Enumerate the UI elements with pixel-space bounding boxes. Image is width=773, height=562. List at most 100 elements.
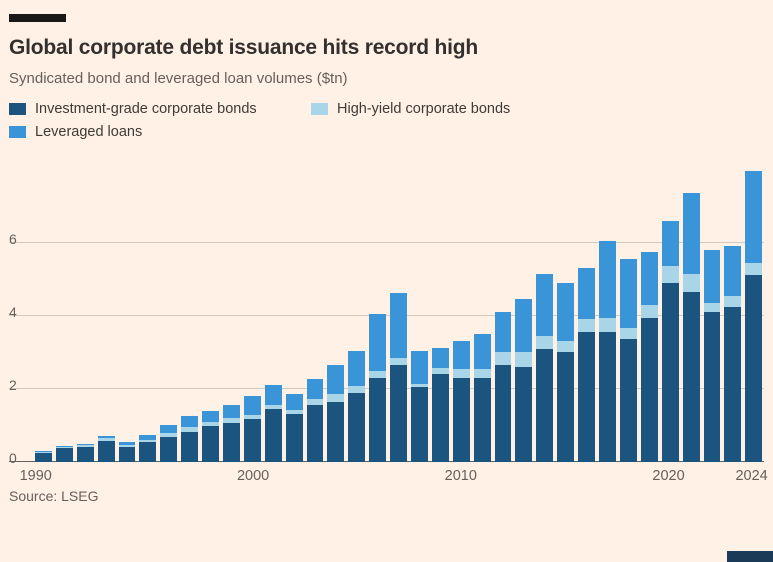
bar-segment xyxy=(745,262,763,276)
bar-segment xyxy=(181,427,199,432)
bar-segment xyxy=(285,393,303,411)
gridline-2 xyxy=(9,387,764,389)
legend-label: Investment-grade corporate bonds xyxy=(35,101,257,117)
bar-segment xyxy=(515,299,533,353)
bar-2008 xyxy=(411,162,428,462)
legend-item-2: Leveraged loans xyxy=(9,124,311,140)
bar-segment xyxy=(202,421,220,427)
bar-1994 xyxy=(118,162,136,462)
bar-segment xyxy=(494,352,512,366)
bar-1991 xyxy=(55,162,73,462)
bar-2005 xyxy=(348,162,366,462)
bar-2006 xyxy=(369,162,387,462)
bar-2007 xyxy=(390,162,408,462)
legend-item-1: High-yield corporate bonds xyxy=(311,101,764,117)
bar-segment xyxy=(494,312,512,353)
bar-1999 xyxy=(223,162,240,462)
legend: Investment-grade corporate bonds High-yie… xyxy=(9,101,764,140)
bar-2022 xyxy=(703,162,721,462)
bar-segment xyxy=(306,405,324,462)
bar-segment xyxy=(160,425,178,434)
chart-card: Global corporate debt issuance hits reco… xyxy=(9,14,768,504)
bar-segment xyxy=(640,251,658,305)
bar-segment xyxy=(452,368,470,378)
bar-segment xyxy=(390,365,408,462)
bar-segment xyxy=(118,444,136,447)
bar-segment xyxy=(452,341,470,369)
bar-segment xyxy=(682,291,700,462)
bar-segment xyxy=(682,193,700,274)
bar-segment xyxy=(431,374,449,462)
bar-segment xyxy=(285,413,303,462)
bar-segment xyxy=(557,282,575,342)
gridline-4 xyxy=(9,314,764,316)
bar-2010 xyxy=(452,162,470,462)
bar-2013 xyxy=(515,162,533,462)
bar-1998 xyxy=(202,162,220,462)
bar-segment xyxy=(139,434,157,440)
bar-2017 xyxy=(599,162,616,462)
bar-segment xyxy=(745,275,763,462)
bar-segment xyxy=(536,273,554,336)
legend-label: High-yield corporate bonds xyxy=(337,101,511,117)
bar-segment xyxy=(431,367,449,375)
bar-segment xyxy=(369,377,387,462)
bar-segment xyxy=(703,249,721,303)
bar-segment xyxy=(181,416,199,428)
bar-2020 xyxy=(661,162,679,462)
bar-2000 xyxy=(243,162,261,462)
legend-item-0: Investment-grade corporate bonds xyxy=(9,101,311,117)
bar-2014 xyxy=(536,162,554,462)
bar-segment xyxy=(557,341,575,353)
bar-segment xyxy=(473,333,491,369)
bar-segment xyxy=(682,273,700,292)
bar-2011 xyxy=(473,162,491,462)
bar-segment xyxy=(35,451,52,452)
chart-subtitle: Syndicated bond and leveraged loan volum… xyxy=(9,70,348,87)
bar-segment xyxy=(661,220,679,267)
legend-swatch-icon xyxy=(311,103,328,115)
bar-segment xyxy=(97,436,115,438)
bar-segment xyxy=(264,404,282,409)
x-tick-label-2020: 2020 xyxy=(652,468,685,484)
bar-segment xyxy=(223,405,240,419)
bar-2016 xyxy=(578,162,596,462)
bar-segment xyxy=(202,426,220,462)
bar-segment xyxy=(515,366,533,462)
source-note: Source: LSEG xyxy=(9,488,99,504)
bar-segment xyxy=(578,319,596,333)
bar-segment xyxy=(264,385,282,405)
bar-segment xyxy=(139,441,157,462)
bar-segment xyxy=(599,240,616,318)
plot-area: 0 2 4 6 1990 2000 2010 2020 2024 xyxy=(9,162,768,484)
bar-segment xyxy=(619,258,637,329)
bar-segment xyxy=(76,444,94,447)
bar-segment xyxy=(703,312,721,462)
bar-segment xyxy=(76,443,94,445)
bar-segment xyxy=(118,441,136,445)
corner-artifact xyxy=(727,551,773,562)
bar-segment xyxy=(223,418,240,423)
bar-segment xyxy=(661,282,679,462)
bar-2015 xyxy=(557,162,575,462)
x-tick-label-2024: 2024 xyxy=(735,468,768,484)
bar-segment xyxy=(55,445,73,447)
bar-segment xyxy=(473,368,491,378)
bar-segment xyxy=(640,304,658,318)
x-tick-label-1990: 1990 xyxy=(19,468,52,484)
bar-segment xyxy=(160,437,178,462)
bar-1992 xyxy=(76,162,94,462)
legend-swatch-icon xyxy=(9,126,26,138)
bar-segment xyxy=(139,439,157,442)
bar-segment xyxy=(724,246,742,296)
bar-2019 xyxy=(640,162,658,462)
bar-2021 xyxy=(682,162,700,462)
bar-segment xyxy=(536,335,554,349)
y-tick-label: 6 xyxy=(9,230,17,247)
bar-segment xyxy=(348,392,366,462)
bar-segment xyxy=(640,317,658,462)
bar-2004 xyxy=(327,162,345,462)
bar-segment xyxy=(452,377,470,462)
bar-segment xyxy=(494,365,512,462)
bar-segment xyxy=(703,302,721,312)
